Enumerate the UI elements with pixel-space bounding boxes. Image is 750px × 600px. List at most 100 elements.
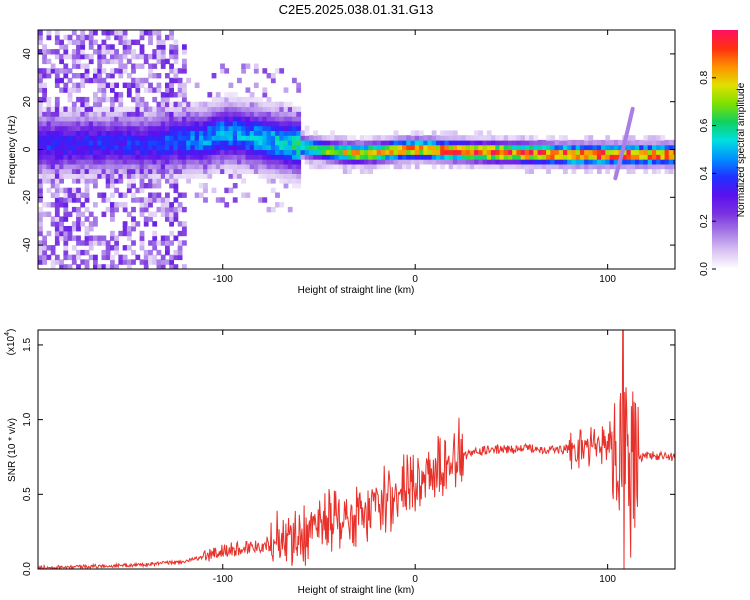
spectrogram-cell <box>495 139 501 146</box>
spectrogram-cell <box>660 149 666 155</box>
spectrogram-cell <box>80 221 86 227</box>
spectrogram-cell <box>313 139 318 146</box>
spectrogram-cell <box>110 192 115 198</box>
colorbar-label: Normalized spectral amplitude <box>736 82 747 217</box>
spectrogram-cell <box>389 139 395 146</box>
spectrogram-cell <box>588 163 594 170</box>
spectrogram-cell <box>169 125 174 131</box>
spectrogram-cell <box>59 44 64 50</box>
spectrogram-cell <box>546 144 551 151</box>
snr-panel: 0.00.51.01.5 -100 0 100 Height of straight… <box>4 329 676 596</box>
spectrogram-cell <box>165 163 170 170</box>
spectrogram-cell <box>97 163 103 170</box>
spectrogram-cell <box>266 163 272 170</box>
spectrogram-cell <box>110 178 115 184</box>
spectrogram-cell <box>118 139 124 146</box>
spectrogram-cell <box>118 173 124 179</box>
spectrogram-cell <box>88 106 94 112</box>
spectrogram-cell <box>38 226 43 232</box>
spectrogram-cell <box>626 154 632 160</box>
spectrogram-cell <box>228 149 234 155</box>
spectrogram-cell <box>42 49 47 55</box>
spectrogram-cell <box>38 206 43 213</box>
spectrogram-cell <box>554 159 560 165</box>
spectrogram-cell <box>351 159 357 165</box>
spectrogram-cell <box>626 168 632 174</box>
spectrogram-cell <box>46 130 52 136</box>
spectrogram-cell <box>84 249 90 256</box>
spectrogram-cell <box>605 144 611 151</box>
spectrogram-cell <box>194 159 200 165</box>
spectrogram-cell <box>139 149 145 155</box>
spectrogram-cell <box>46 73 52 79</box>
spectrogram-cell <box>169 183 174 189</box>
spectrogram-cell <box>444 130 450 136</box>
spectrogram-cell <box>427 144 433 151</box>
spectrogram-cell <box>50 125 56 131</box>
spectrogram-cell <box>215 101 221 108</box>
spectrogram-cell <box>537 144 543 151</box>
spectrogram-cell <box>241 96 246 103</box>
spectrogram-cell <box>59 135 64 141</box>
spectrogram-cell <box>330 159 335 165</box>
spectrogram-cell <box>266 135 272 141</box>
spectrogram-cell <box>419 139 424 146</box>
spectrogram-cell <box>135 63 141 69</box>
spectrogram-cell <box>143 254 149 261</box>
spectrogram-cell <box>152 87 158 93</box>
spectrogram-cell <box>520 163 526 170</box>
spectrogram-cell <box>122 154 128 160</box>
spectrogram-cell <box>105 264 111 269</box>
spectrogram-cell <box>93 111 98 117</box>
spectrogram-cell <box>182 106 187 112</box>
spectrogram-cell <box>156 259 162 265</box>
spectrogram-cell <box>173 106 179 112</box>
spectrogram-cell <box>524 135 530 141</box>
spectrogram-cell <box>198 135 204 141</box>
spectrogram-cell <box>368 163 373 170</box>
spectrogram-cell <box>190 125 196 131</box>
spectrogram-cell <box>309 135 314 141</box>
spectrogram-cell <box>46 49 52 55</box>
spectrogram-cell <box>478 130 484 136</box>
spectrogram-cell <box>457 135 462 141</box>
spectrogram-cell <box>76 111 81 117</box>
spectrogram-cell <box>304 125 310 131</box>
spectrogram-cell <box>67 39 73 45</box>
spectrogram-cell <box>237 111 242 117</box>
x-tick-label: 0 <box>412 574 418 585</box>
spectrogram-cell <box>152 168 158 174</box>
spectrogram-cell <box>143 139 149 146</box>
spectrogram-cell <box>148 34 153 41</box>
spectrogram-cell <box>186 77 191 84</box>
spectrogram-cell <box>186 120 191 127</box>
spectrogram-cell <box>80 116 86 122</box>
spectrogram-cell <box>609 154 615 160</box>
spectrogram-cell <box>122 44 128 50</box>
spectrogram-cell <box>156 39 162 45</box>
spectrogram-cell <box>584 168 589 174</box>
spectrogram-cell <box>359 144 365 151</box>
spectrogram-cell <box>245 87 251 93</box>
spectrogram-cell <box>317 159 323 165</box>
spectrogram-cell <box>258 120 263 127</box>
spectrogram-cell <box>266 101 272 108</box>
spectrogram-cell <box>139 130 145 136</box>
spectrogram-cell <box>397 159 403 165</box>
spectrogram-cell <box>105 135 111 141</box>
spectrogram-cell <box>105 240 111 246</box>
spectrogram-cell <box>182 264 187 269</box>
spectrogram-cell <box>80 53 86 60</box>
spectrogram-cell <box>245 159 251 165</box>
spectrogram-cell <box>84 149 90 155</box>
spectrogram-cell <box>601 159 606 165</box>
spectrogram-cell <box>101 125 107 131</box>
spectrogram-cell <box>330 130 335 136</box>
spectrogram-cell <box>270 168 276 174</box>
spectrogram-cell <box>169 178 174 184</box>
spectrogram-cell <box>84 163 90 170</box>
spectrogram-cell <box>156 240 162 246</box>
spectrogram-cell <box>182 154 187 160</box>
spectrogram-cell <box>38 130 43 136</box>
spectrogram-cell <box>131 53 136 60</box>
